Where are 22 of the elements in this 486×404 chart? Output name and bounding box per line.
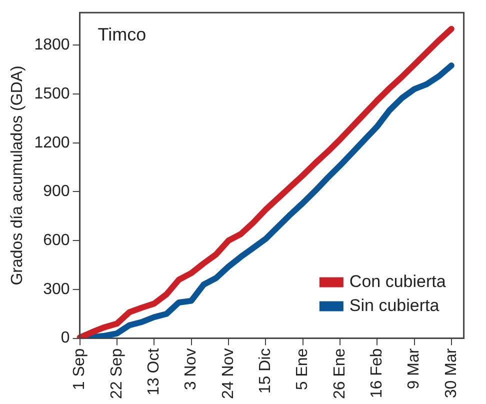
y-tick-label: 1500 xyxy=(34,85,70,102)
x-tick-label: 16 Feb xyxy=(368,348,386,398)
y-tick-label: 600 xyxy=(43,232,70,249)
y-axis-title: Grados día acumulados (GDA) xyxy=(9,66,26,286)
x-tick-label: 3 Nov xyxy=(182,348,200,390)
y-tick-label: 300 xyxy=(43,280,70,298)
x-tick-label: 30 Mar xyxy=(442,348,460,398)
x-tick-label: 5 Ene xyxy=(294,348,312,390)
x-tick-label: 1 Sep xyxy=(71,348,88,390)
y-tick-label: 1200 xyxy=(34,134,70,152)
annotation: Timco xyxy=(98,24,146,45)
x-tick-label: 9 Mar xyxy=(406,348,423,390)
x-tick-label: 13 Oct xyxy=(146,348,163,396)
x-tick-label: 22 Sep xyxy=(108,348,126,400)
x-tick-label: 26 Ene xyxy=(331,348,348,400)
y-tick-label: 0 xyxy=(60,330,70,347)
legend-label: Con cubierta xyxy=(349,272,446,291)
x-tick-label: 15 Dic xyxy=(257,348,274,394)
y-tick-label: 900 xyxy=(43,183,70,200)
y-tick-label: 1800 xyxy=(34,36,70,54)
legend-label: Sin cubierta xyxy=(349,296,440,315)
x-tick-label: 24 Nov xyxy=(220,348,237,399)
